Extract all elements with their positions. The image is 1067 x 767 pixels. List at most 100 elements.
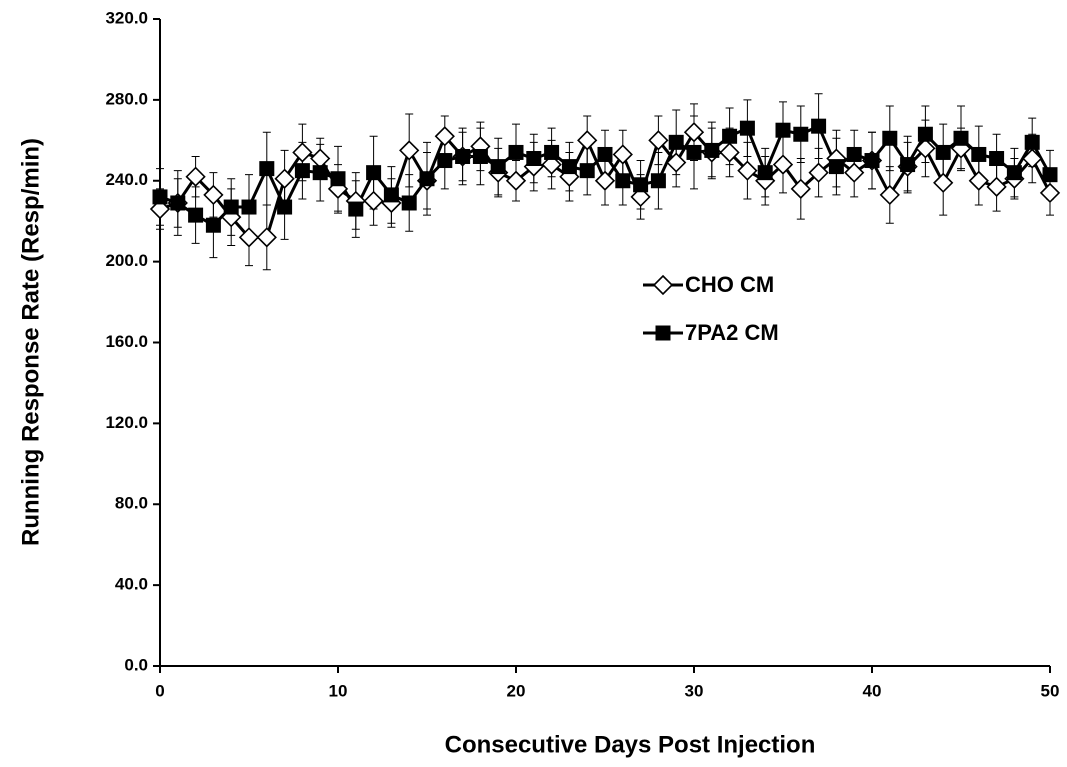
marker xyxy=(594,170,616,191)
x-tick-label: 0 xyxy=(155,681,164,700)
y-tick-label: 120.0 xyxy=(105,413,148,432)
marker xyxy=(185,166,206,187)
marker xyxy=(419,171,435,187)
legend-label: CHO CM xyxy=(685,272,774,297)
marker xyxy=(615,173,631,189)
marker xyxy=(986,176,1007,197)
y-tick-label: 280.0 xyxy=(105,89,148,108)
marker xyxy=(455,148,471,164)
marker xyxy=(526,151,542,167)
legend-marker xyxy=(655,325,671,341)
marker xyxy=(757,165,773,181)
legend-marker xyxy=(652,274,674,296)
marker xyxy=(793,126,809,142)
marker xyxy=(274,168,295,189)
marker xyxy=(630,186,651,208)
marker xyxy=(811,118,827,134)
marker xyxy=(737,160,758,181)
marker xyxy=(437,153,453,169)
marker xyxy=(846,146,862,162)
marker xyxy=(597,146,613,162)
x-tick-label: 40 xyxy=(863,681,882,700)
marker xyxy=(935,144,951,160)
marker xyxy=(790,178,811,199)
y-axis-title: Running Response Rate (Resp/min) xyxy=(17,138,44,546)
marker xyxy=(312,165,328,181)
marker xyxy=(666,152,687,173)
x-tick-label: 10 xyxy=(329,681,348,700)
marker xyxy=(505,170,527,191)
marker xyxy=(612,144,633,165)
marker xyxy=(366,165,382,181)
marker xyxy=(434,126,455,147)
marker xyxy=(348,201,364,217)
marker xyxy=(259,161,275,177)
marker xyxy=(864,153,880,169)
marker xyxy=(739,120,755,136)
marker xyxy=(633,177,649,193)
marker xyxy=(149,198,171,220)
marker xyxy=(719,142,740,163)
marker xyxy=(968,170,989,191)
marker xyxy=(989,151,1005,167)
marker xyxy=(561,159,577,175)
marker xyxy=(472,148,488,164)
marker xyxy=(648,130,669,151)
x-axis-title: Consecutive Days Post Injection xyxy=(445,731,816,758)
marker xyxy=(170,195,186,211)
marker xyxy=(294,163,310,179)
marker xyxy=(310,148,331,169)
marker xyxy=(241,199,257,215)
marker xyxy=(541,154,562,175)
marker xyxy=(256,227,277,248)
marker xyxy=(490,159,506,175)
marker xyxy=(508,144,524,160)
marker xyxy=(722,128,738,144)
marker xyxy=(917,126,933,142)
marker xyxy=(188,207,204,223)
y-tick-label: 0.0 xyxy=(124,655,148,674)
marker xyxy=(953,130,969,146)
marker xyxy=(238,227,260,248)
marker xyxy=(1039,182,1061,204)
y-tick-label: 160.0 xyxy=(105,332,148,351)
marker xyxy=(401,195,417,211)
x-tick-label: 30 xyxy=(685,681,704,700)
marker xyxy=(668,134,684,150)
y-tick-label: 320.0 xyxy=(105,8,148,27)
y-tick-label: 80.0 xyxy=(115,494,148,513)
marker xyxy=(772,154,794,175)
marker xyxy=(383,187,399,203)
marker xyxy=(203,184,224,206)
marker xyxy=(1006,165,1022,181)
marker xyxy=(828,159,844,175)
marker xyxy=(882,130,898,146)
marker xyxy=(844,162,865,183)
y-tick-label: 240.0 xyxy=(105,170,148,189)
y-tick-label: 40.0 xyxy=(115,575,148,594)
marker xyxy=(205,217,221,233)
marker xyxy=(704,142,720,158)
marker xyxy=(292,142,313,163)
y-tick-label: 200.0 xyxy=(105,251,148,270)
marker xyxy=(808,162,829,183)
marker xyxy=(152,189,168,205)
marker xyxy=(650,173,666,189)
marker xyxy=(363,190,384,212)
marker xyxy=(577,130,598,151)
x-tick-label: 20 xyxy=(507,681,526,700)
legend-label: 7PA2 CM xyxy=(685,320,779,345)
marker xyxy=(933,172,954,193)
marker xyxy=(1024,134,1040,150)
marker xyxy=(544,144,560,160)
marker xyxy=(330,171,346,187)
marker xyxy=(223,199,239,215)
marker xyxy=(879,184,900,206)
marker xyxy=(775,122,791,138)
marker xyxy=(1042,167,1058,183)
marker xyxy=(915,138,936,159)
x-tick-label: 50 xyxy=(1041,681,1060,700)
marker xyxy=(579,163,595,179)
